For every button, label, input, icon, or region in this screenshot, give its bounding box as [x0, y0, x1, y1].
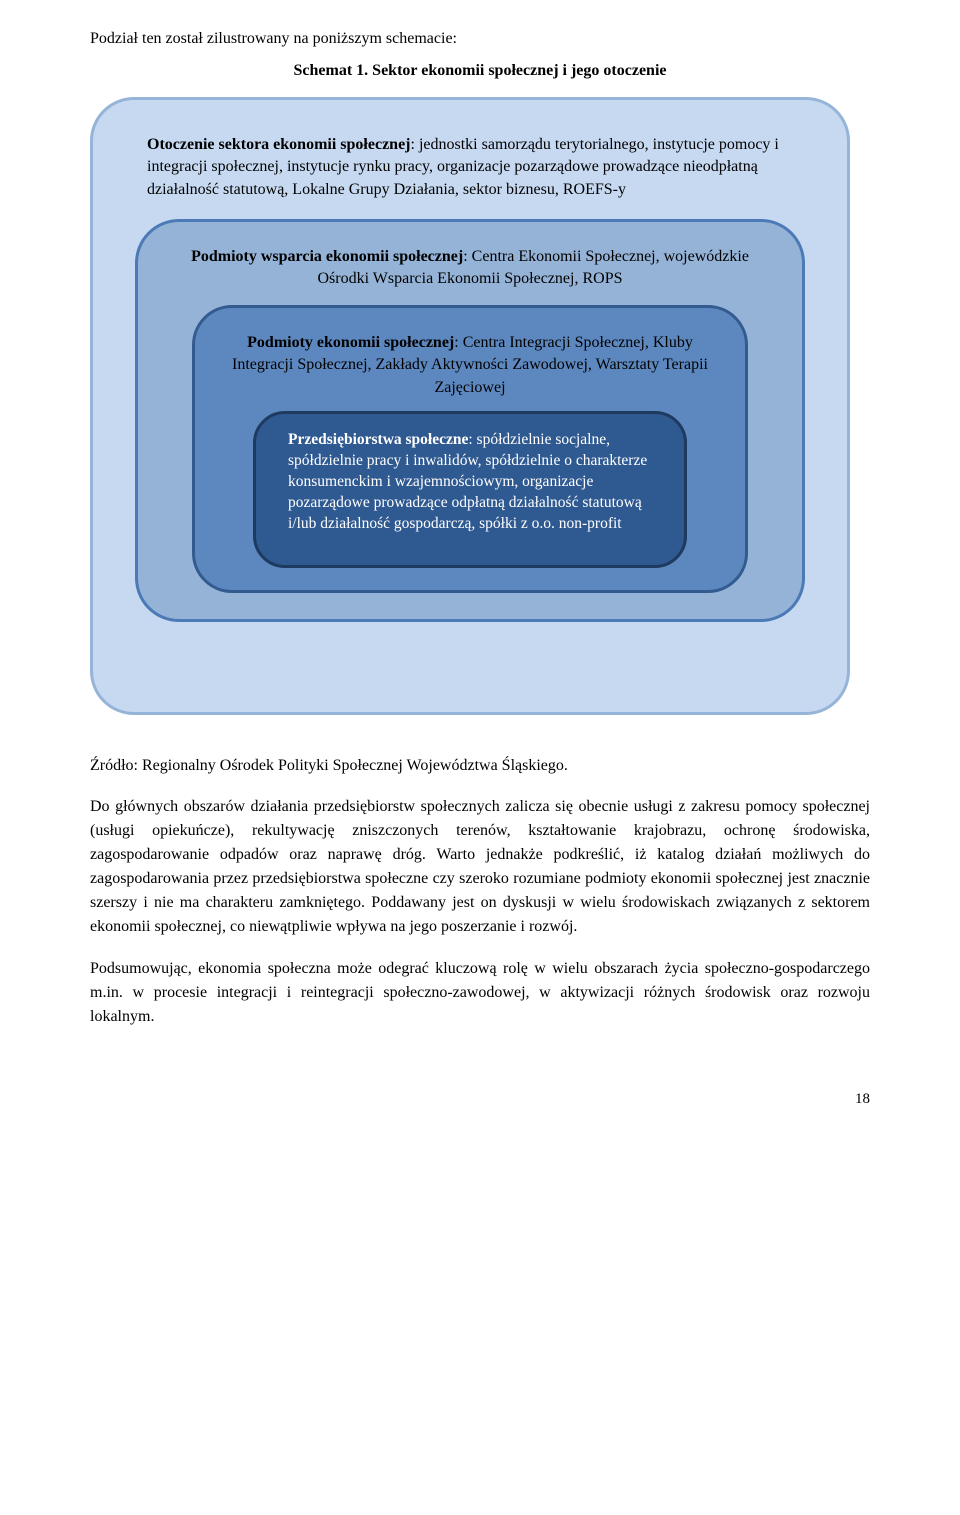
diagram-layer-outer: Otoczenie sektora ekonomii społecznej: j…: [90, 97, 850, 715]
source-text: Źródło: Regionalny Ośrodek Polityki Społ…: [90, 755, 870, 777]
core-title: Przedsiębiorstwa społeczne: [288, 431, 468, 448]
nested-diagram: Otoczenie sektora ekonomii społecznej: j…: [90, 97, 870, 715]
diagram-layer-mid: Podmioty wsparcia ekonomii społecznej: C…: [135, 219, 805, 622]
paragraph-1: Do głównych obszarów działania przedsięb…: [90, 795, 870, 939]
outer-body: Otoczenie sektora ekonomii społecznej: j…: [147, 134, 793, 201]
diagram-layer-inner: Podmioty ekonomii społecznej: Centra Int…: [192, 305, 748, 593]
core-body: Przedsiębiorstwa społeczne: spółdzielnie…: [288, 430, 652, 535]
intro-text: Podział ten został zilustrowany na poniż…: [90, 28, 870, 50]
inner-title: Podmioty ekonomii społecznej: [247, 334, 454, 351]
mid-title: Podmioty wsparcia ekonomii społecznej: [191, 248, 463, 265]
page-number: 18: [90, 1089, 870, 1110]
mid-body: Podmioty wsparcia ekonomii społecznej: C…: [176, 246, 764, 291]
paragraph-2: Podsumowując, ekonomia społeczna może od…: [90, 957, 870, 1029]
schema-title: Schemat 1. Sektor ekonomii społecznej i …: [90, 60, 870, 82]
schema-title-text: Schemat 1. Sektor ekonomii społecznej i …: [294, 62, 667, 79]
inner-body: Podmioty ekonomii społecznej: Centra Int…: [229, 332, 711, 399]
outer-title: Otoczenie sektora ekonomii społecznej: [147, 136, 411, 153]
diagram-layer-core: Przedsiębiorstwa społeczne: spółdzielnie…: [253, 411, 687, 568]
